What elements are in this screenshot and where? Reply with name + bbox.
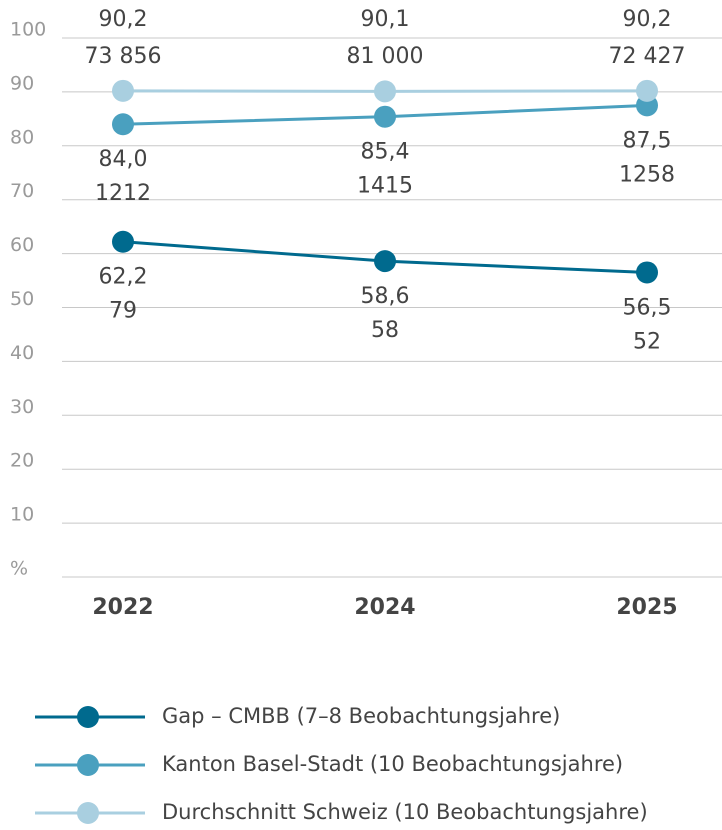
data-point [112,230,134,253]
data-label: 90,1 [361,7,410,32]
count-label: 1212 [95,181,151,206]
legend-label: Durchschnitt Schweiz (10 Beobachtungsjah… [162,800,648,824]
data-point [112,113,134,136]
data-label: 56,5 [623,295,672,320]
data-point [636,79,658,102]
count-label: 81 000 [347,44,424,69]
legend-label: Kanton Basel-Stadt (10 Beobachtungsjahre… [162,752,623,776]
count-label: 1258 [619,162,675,187]
y-tick-label: 10 [10,504,34,526]
count-label: 79 [109,299,137,324]
y-tick-label: 60 [10,234,34,256]
count-label: 58 [371,318,399,343]
data-point [374,105,396,128]
data-label: 84,0 [99,147,148,172]
data-label: 87,5 [623,128,672,153]
x-tick-label: 2025 [616,595,677,620]
data-label: 85,4 [361,140,410,165]
y-tick-label: 80 [10,126,34,148]
legend-marker [77,754,99,776]
y-tick-label: 30 [10,396,34,418]
legend-marker [77,706,99,728]
data-label: 62,2 [99,265,148,290]
count-label: 52 [633,329,661,354]
data-label: 90,2 [623,7,672,32]
count-label: 1415 [357,174,413,199]
legend-label: Gap – CMBB (7–8 Beobachtungsjahre) [162,704,560,728]
x-tick-label: 2024 [354,595,415,620]
count-label: 72 427 [609,44,686,69]
x-tick-label: 2022 [92,595,153,620]
data-point [374,250,396,273]
data-point [112,79,134,102]
data-label: 58,6 [361,284,410,309]
data-label: 90,2 [99,7,148,32]
y-tick-label: 40 [10,342,34,364]
y-tick-label: 20 [10,450,34,472]
y-tick-label: 100 [10,19,46,41]
data-point [636,261,658,284]
y-tick-label: 50 [10,288,34,310]
data-point [374,80,396,103]
y-tick-label: 90 [10,72,34,94]
legend-marker [77,802,99,824]
y-tick-label: 70 [10,180,34,202]
count-label: 73 856 [85,44,162,69]
y-tick-label: % [10,558,28,580]
